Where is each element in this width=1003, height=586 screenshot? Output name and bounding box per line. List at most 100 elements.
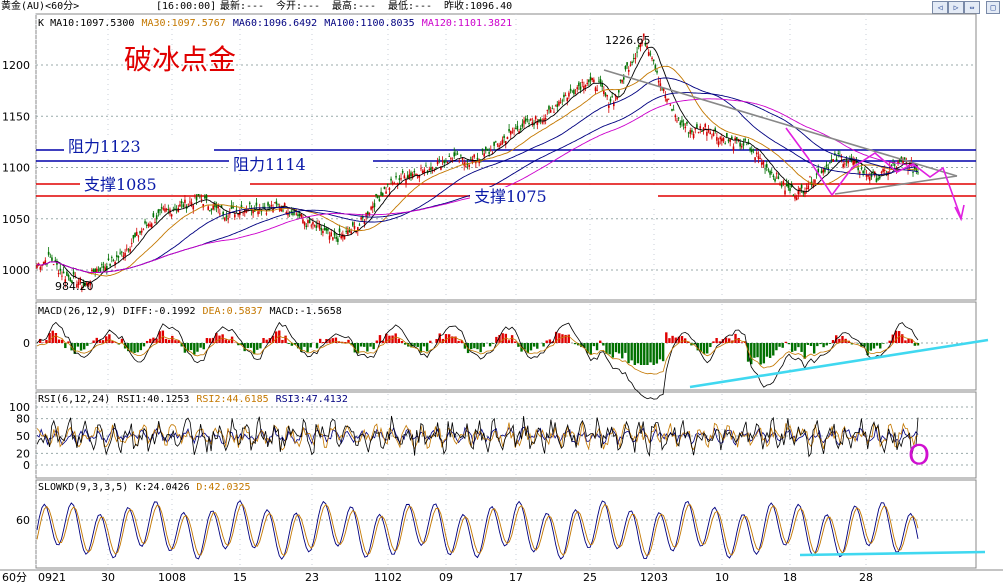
candle-body	[827, 167, 830, 170]
macd-bar	[369, 343, 372, 347]
candle-body	[676, 120, 678, 122]
macd-bar	[595, 343, 599, 351]
macd-diff-line	[36, 321, 919, 400]
candle-body	[908, 162, 911, 166]
candle-body	[192, 205, 195, 210]
macd-bar	[668, 338, 671, 343]
candle-body	[112, 260, 115, 262]
macd-bar	[545, 340, 548, 343]
candle-body	[845, 160, 848, 163]
candle-body	[795, 197, 798, 201]
candle-body	[637, 45, 640, 47]
candle-body	[328, 235, 331, 240]
candle-body	[883, 169, 886, 171]
macd-bar	[331, 338, 334, 343]
macd-bar	[293, 343, 297, 345]
macd-bar	[460, 340, 463, 343]
rsi-tick-label: 100	[9, 401, 30, 414]
macd-bar	[265, 339, 268, 343]
window-icon[interactable]: □	[986, 1, 1000, 14]
candle-body	[227, 218, 229, 220]
candle-body	[647, 51, 650, 56]
kd-tick-label: 60	[16, 514, 30, 527]
candle-body	[217, 206, 219, 209]
macd-bar	[828, 343, 832, 344]
macd-bar	[73, 343, 76, 354]
macd-bar	[784, 341, 788, 343]
candle-body	[210, 208, 213, 211]
candle-body	[450, 158, 452, 160]
candle-body	[797, 190, 800, 195]
support-1085-label: 支撑1085	[84, 175, 157, 194]
rsi-tick-label: 80	[16, 413, 30, 426]
candle-body	[518, 131, 520, 134]
candle-body	[481, 148, 484, 152]
macd-bar	[536, 343, 539, 349]
macd-bar	[778, 343, 781, 347]
candle-body	[400, 178, 402, 180]
candle-body	[425, 165, 427, 167]
macd-bar	[756, 343, 759, 358]
macd-bar	[155, 338, 158, 343]
macd-bar	[624, 343, 627, 353]
candle-body	[584, 84, 587, 87]
candle-body	[634, 57, 637, 60]
candle-body	[664, 95, 667, 99]
macd-bar	[136, 343, 139, 353]
candle-body	[52, 264, 55, 266]
candle-body	[174, 208, 176, 210]
macd-bar	[127, 343, 130, 352]
macd-bar	[388, 335, 391, 343]
ma30-line	[36, 65, 918, 277]
candle-body	[709, 132, 712, 135]
candle-body	[308, 219, 311, 224]
candle-body	[544, 118, 547, 120]
candle-body	[57, 272, 60, 275]
macd-bar	[517, 343, 520, 347]
macd-bar	[259, 343, 262, 349]
macd-bar	[888, 340, 891, 343]
macd-bar	[133, 343, 136, 353]
candle-body	[541, 122, 544, 124]
macd-bar	[514, 341, 517, 343]
candle-body	[363, 220, 366, 224]
candle-body	[41, 264, 43, 267]
candle-body	[64, 279, 67, 283]
candle-body	[755, 152, 758, 155]
macd-bar	[344, 342, 347, 343]
candle-body	[77, 281, 80, 285]
candle-body	[456, 153, 459, 155]
macd-bar	[561, 334, 564, 343]
candle-body	[893, 164, 896, 166]
kd-legend-item: K:24.0426	[136, 482, 190, 493]
projection-path	[785, 127, 962, 219]
candle-body	[669, 104, 672, 106]
macd-bar	[526, 343, 530, 354]
x-tick-label: 18	[783, 571, 797, 584]
candle-body	[496, 143, 499, 145]
symbol-label: 黄金(AU)<60分>	[1, 1, 80, 12]
candle-body	[150, 223, 153, 228]
macd-bar	[470, 343, 473, 350]
candle-body	[67, 274, 70, 278]
ma-legend-item: MA60:1096.6492	[233, 18, 317, 29]
candle-body	[421, 170, 424, 174]
macd-bar	[76, 343, 80, 347]
macd-bar	[444, 334, 448, 343]
candle-body	[731, 136, 733, 140]
candle-body	[734, 137, 736, 141]
candle-body	[59, 268, 62, 271]
candle-body	[644, 43, 647, 46]
candle-body	[486, 149, 489, 151]
candle-body	[872, 171, 874, 173]
macd-bar	[872, 343, 876, 349]
candle-body	[357, 227, 359, 231]
support-1085-label-bg	[80, 175, 250, 194]
macd-bar	[904, 340, 907, 343]
candle-body	[293, 209, 296, 211]
candle-body	[257, 211, 259, 215]
candle-body	[903, 157, 906, 161]
candle-body	[155, 215, 158, 220]
candle-body	[549, 109, 552, 113]
resistance-1123-label-bg	[64, 137, 214, 156]
